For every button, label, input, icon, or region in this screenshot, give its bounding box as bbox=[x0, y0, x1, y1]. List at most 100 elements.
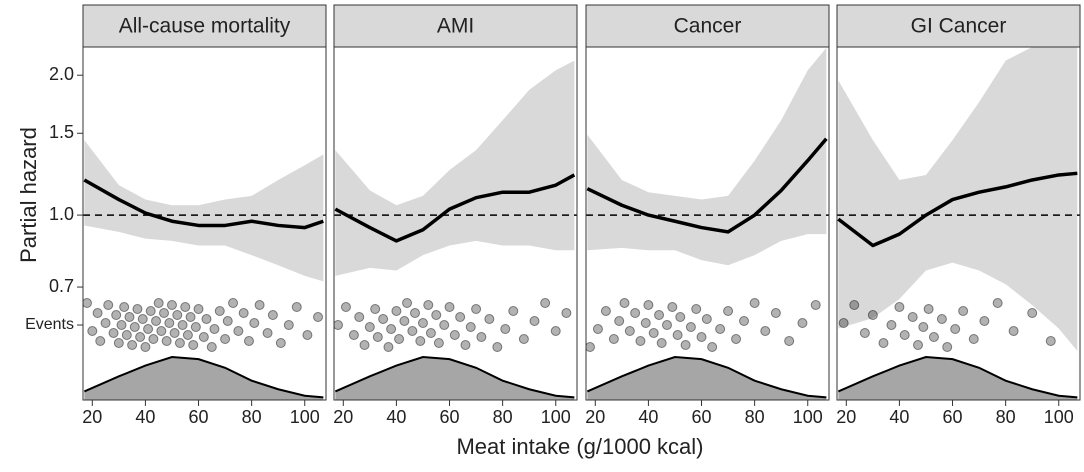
x-tick-label: 80 bbox=[996, 407, 1016, 427]
x-tick-label: 100 bbox=[1044, 407, 1074, 427]
event-point bbox=[103, 300, 114, 311]
event-point bbox=[958, 306, 969, 317]
event-point bbox=[108, 328, 119, 339]
event-point bbox=[124, 312, 135, 323]
x-tick-label: 20 bbox=[836, 407, 856, 427]
event-point bbox=[715, 324, 726, 335]
event-point bbox=[630, 308, 641, 319]
event-point bbox=[465, 322, 476, 333]
event-point bbox=[619, 298, 630, 309]
event-point bbox=[449, 330, 460, 341]
density-line bbox=[334, 355, 575, 399]
event-point bbox=[923, 304, 934, 315]
event-point bbox=[417, 318, 428, 329]
event-point bbox=[135, 332, 146, 343]
event-point bbox=[399, 316, 410, 327]
event-point bbox=[383, 342, 394, 353]
x-tick-label: 20 bbox=[333, 407, 353, 427]
event-point bbox=[132, 304, 143, 315]
event-point bbox=[302, 330, 313, 341]
event-point bbox=[190, 322, 201, 333]
event-point bbox=[640, 318, 651, 329]
event-point bbox=[667, 302, 678, 313]
panel-title: AMI bbox=[437, 15, 474, 38]
event-point bbox=[140, 342, 151, 353]
event-point bbox=[586, 342, 595, 353]
event-point bbox=[228, 298, 239, 309]
event-point bbox=[968, 334, 979, 345]
event-point bbox=[148, 334, 159, 345]
event-point bbox=[685, 322, 696, 333]
event-point bbox=[886, 320, 897, 331]
event-point bbox=[561, 308, 572, 319]
event-point bbox=[500, 324, 511, 335]
hazard-line bbox=[837, 171, 1078, 248]
x-axis-title: Meat intake (g/1000 kcal) bbox=[456, 434, 703, 459]
event-point bbox=[161, 336, 172, 347]
event-point bbox=[760, 326, 771, 337]
event-point bbox=[174, 338, 185, 349]
event-point bbox=[518, 334, 529, 345]
event-point bbox=[484, 314, 495, 325]
event-point bbox=[849, 300, 860, 311]
panel-content bbox=[83, 140, 326, 400]
density-area bbox=[838, 357, 1078, 400]
event-point bbox=[492, 342, 503, 353]
event-point bbox=[643, 300, 654, 311]
event-point bbox=[340, 302, 351, 313]
x-tick-label: 20 bbox=[82, 407, 102, 427]
event-point bbox=[402, 298, 413, 309]
event-point bbox=[1045, 336, 1056, 347]
event-point bbox=[810, 300, 821, 311]
event-point bbox=[415, 336, 426, 347]
event-point bbox=[83, 298, 92, 309]
event-point bbox=[222, 316, 233, 327]
event-point bbox=[1008, 326, 1019, 337]
ci-band bbox=[84, 140, 324, 282]
y-tick-label: 0.7 bbox=[49, 276, 74, 296]
event-point bbox=[172, 310, 183, 321]
x-tick-label: 100 bbox=[290, 407, 320, 427]
event-point bbox=[867, 310, 878, 321]
event-point bbox=[364, 322, 375, 333]
event-point bbox=[899, 330, 910, 341]
event-point bbox=[111, 310, 122, 321]
x-tick-label: 100 bbox=[793, 407, 823, 427]
event-point bbox=[378, 314, 389, 325]
panel-content bbox=[334, 60, 577, 400]
y-axis-title: Partial hazard bbox=[16, 127, 41, 263]
event-point bbox=[942, 342, 953, 353]
panel-border bbox=[585, 46, 830, 401]
hazard-line bbox=[334, 173, 576, 243]
event-point bbox=[907, 312, 918, 323]
event-point bbox=[95, 336, 106, 347]
event-point bbox=[166, 300, 177, 311]
event-point bbox=[529, 316, 540, 327]
event-point bbox=[749, 298, 760, 309]
x-tick-label: 60 bbox=[440, 407, 460, 427]
strip bbox=[333, 4, 578, 48]
event-point bbox=[370, 304, 381, 315]
event-point bbox=[92, 308, 103, 319]
event-point bbox=[701, 314, 712, 325]
event-point bbox=[177, 320, 188, 331]
event-point bbox=[696, 332, 707, 343]
event-point bbox=[1027, 308, 1038, 319]
event-point bbox=[654, 310, 665, 321]
event-point bbox=[691, 304, 702, 315]
panel-border bbox=[82, 46, 327, 401]
event-point bbox=[372, 332, 383, 343]
event-point bbox=[460, 340, 471, 351]
panel-border bbox=[836, 46, 1081, 401]
y-tick-label: 2.0 bbox=[49, 64, 74, 84]
event-point bbox=[156, 326, 167, 337]
event-point bbox=[624, 326, 635, 337]
x-tick-label: 60 bbox=[943, 407, 963, 427]
event-point bbox=[291, 302, 302, 313]
event-point bbox=[121, 330, 132, 341]
event-point bbox=[348, 330, 359, 341]
event-point bbox=[145, 306, 156, 317]
event-point bbox=[169, 328, 180, 339]
event-point bbox=[410, 308, 420, 319]
